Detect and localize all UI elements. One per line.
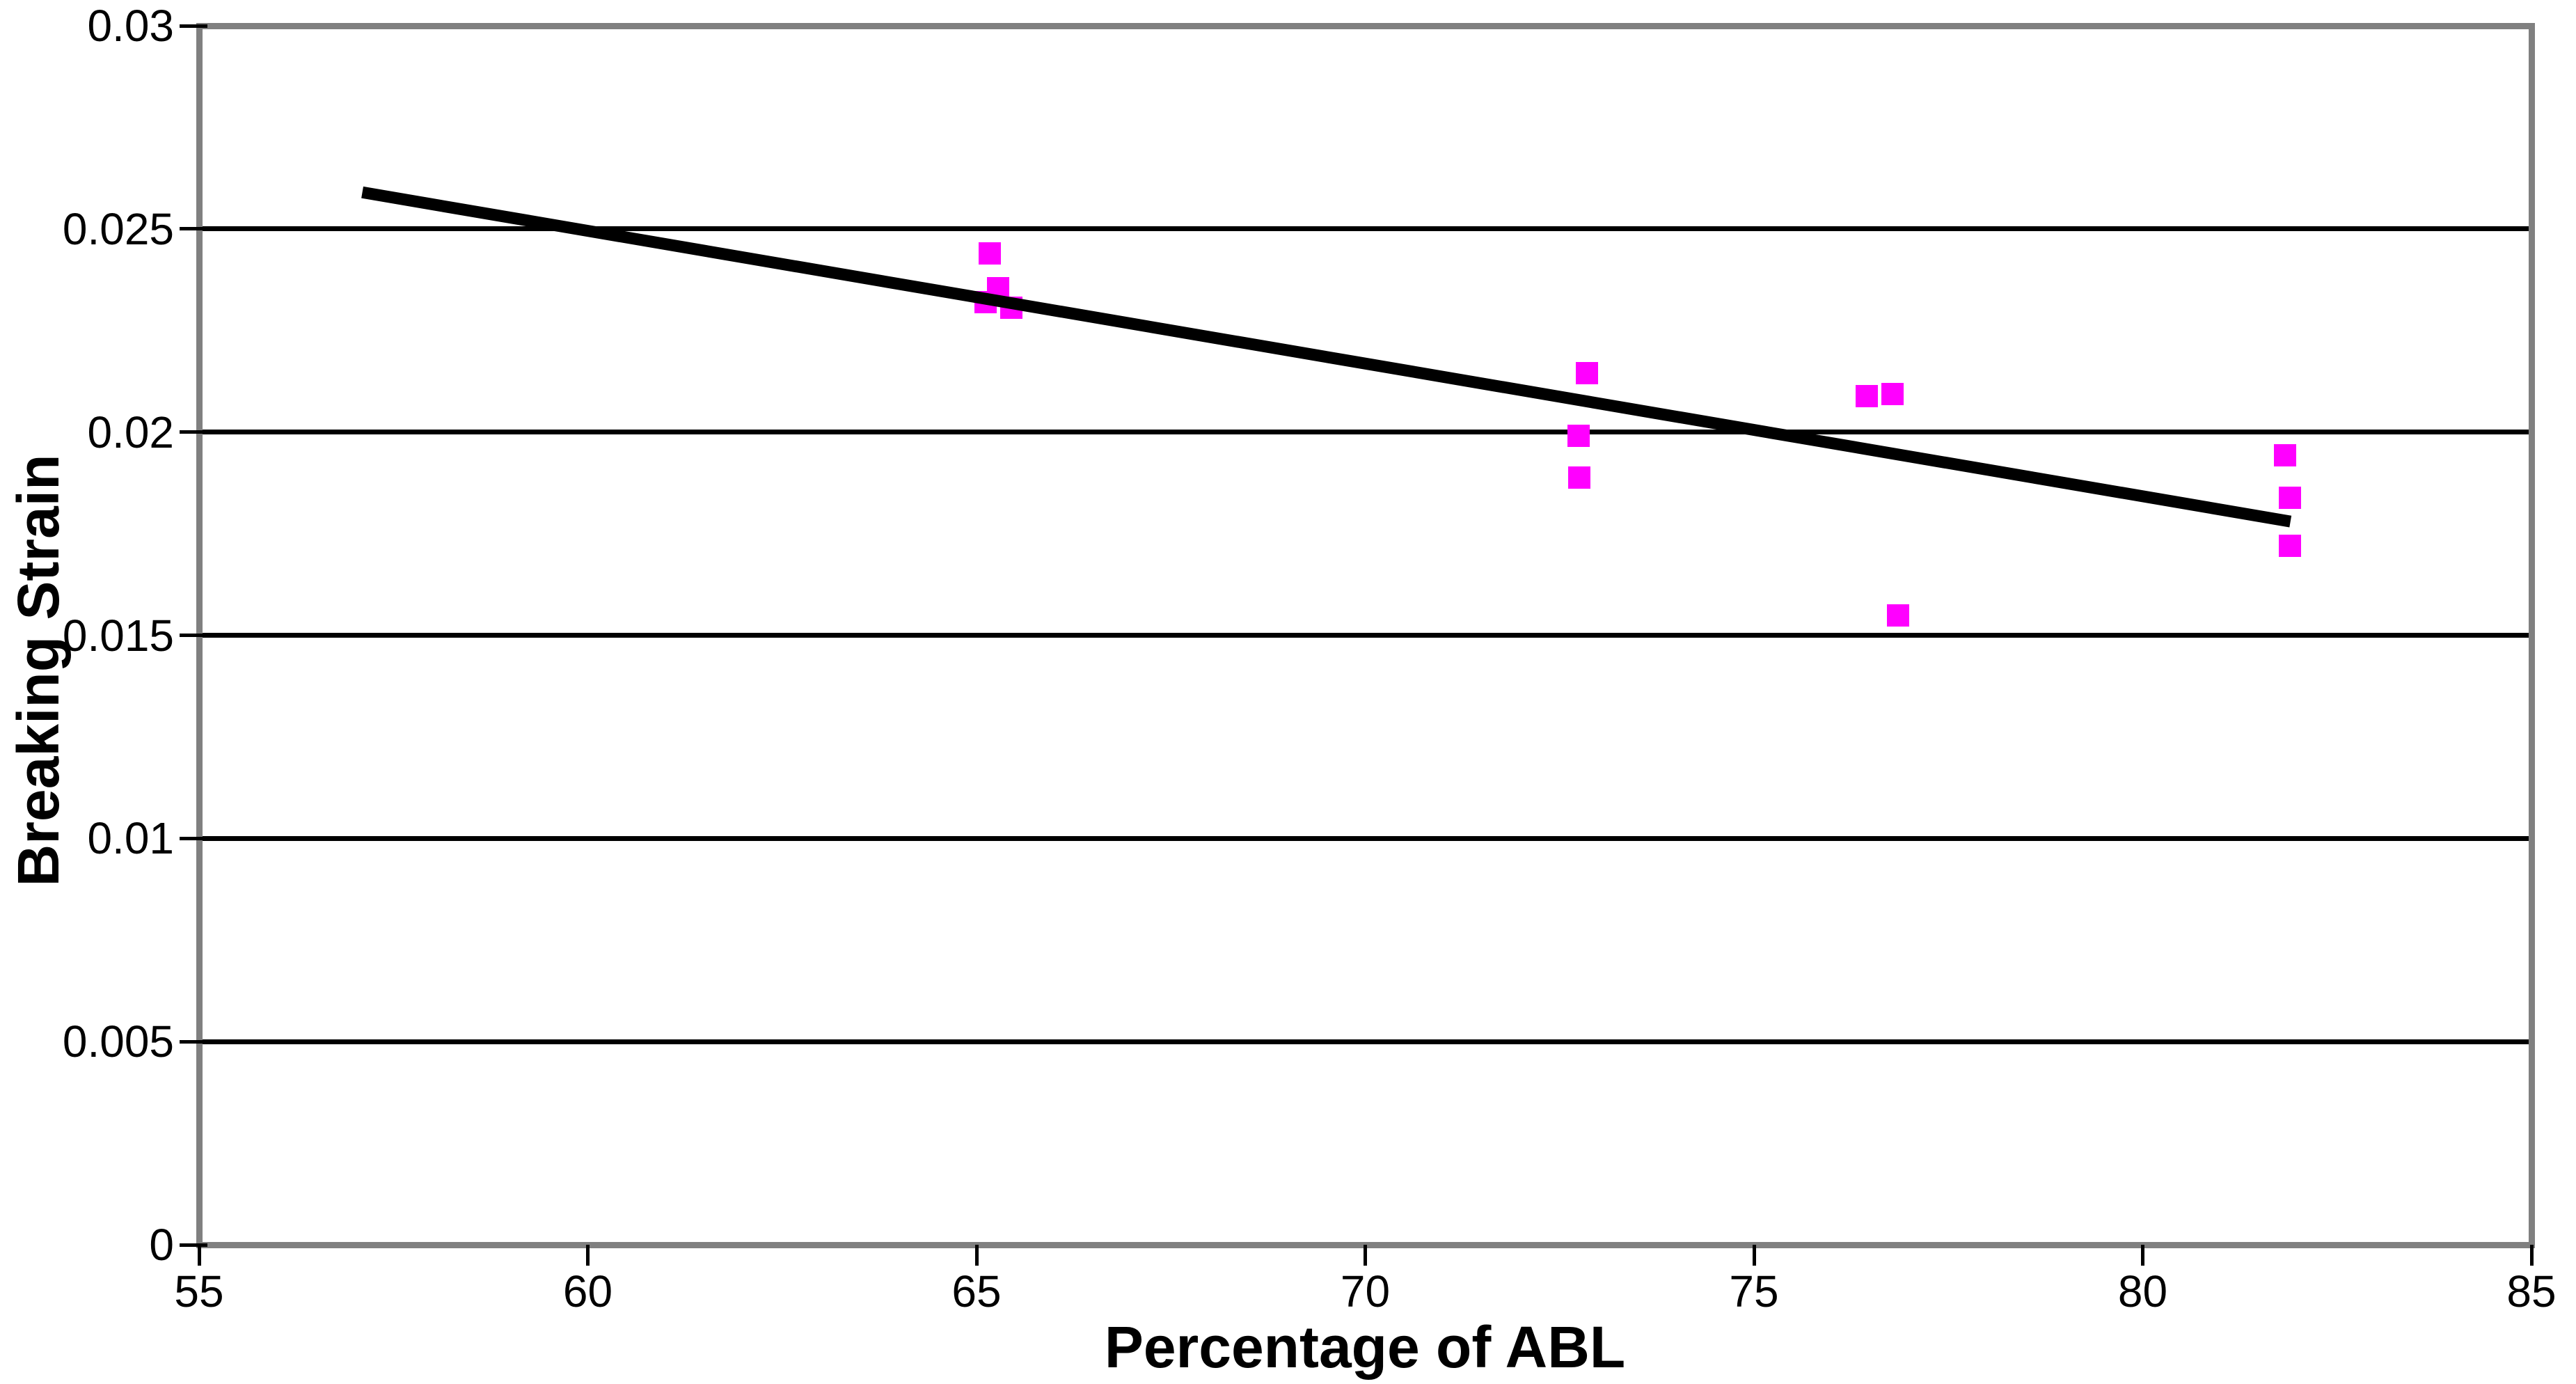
x-axis-tick xyxy=(586,1245,590,1266)
x-axis-tick xyxy=(197,1245,201,1266)
data-point-marker xyxy=(978,242,1001,265)
y-axis-title: Breaking Strain xyxy=(6,454,71,887)
data-point-marker xyxy=(1567,424,1590,447)
y-tick-label: 0.01 xyxy=(87,813,174,864)
y-axis-tick xyxy=(180,430,207,434)
data-point-marker xyxy=(2278,535,2301,558)
data-point-marker xyxy=(974,290,997,313)
x-axis-tick xyxy=(1364,1245,1367,1266)
y-tick-label: 0.005 xyxy=(62,1016,174,1067)
data-point-marker xyxy=(2278,487,2301,510)
gridline xyxy=(199,1039,2531,1044)
y-axis-tick xyxy=(180,634,207,637)
data-point-marker xyxy=(1567,466,1590,489)
plot-border-top xyxy=(196,22,2535,29)
y-axis-tick xyxy=(180,1039,207,1044)
x-tick-label: 75 xyxy=(1729,1266,1779,1316)
trendline xyxy=(361,186,2292,528)
y-tick-label: 0.03 xyxy=(87,1,174,51)
x-axis-title: Percentage of ABL xyxy=(1104,1314,1626,1380)
y-tick-label: 0.025 xyxy=(62,203,174,254)
x-tick-label: 85 xyxy=(2506,1266,2557,1316)
y-axis-tick xyxy=(180,1243,207,1247)
data-point-marker xyxy=(1886,604,1909,627)
data-point-marker xyxy=(1575,362,1598,385)
data-point-marker xyxy=(1000,297,1023,320)
x-axis-tick xyxy=(2529,1245,2534,1266)
y-axis-tick xyxy=(180,836,207,840)
gridline xyxy=(199,633,2531,638)
x-axis-tick xyxy=(1752,1245,1756,1266)
gridline xyxy=(199,835,2531,841)
data-point-marker xyxy=(1855,384,1878,407)
y-axis-tick xyxy=(180,227,207,231)
data-point-marker xyxy=(1881,382,1904,405)
plot-border-right xyxy=(2528,22,2535,1248)
data-point-marker xyxy=(2273,443,2296,466)
x-axis-tick xyxy=(2141,1245,2144,1266)
y-axis-tick xyxy=(180,24,207,28)
y-tick-label: 0.015 xyxy=(62,610,174,661)
gridline xyxy=(199,430,2531,435)
x-tick-label: 65 xyxy=(951,1266,1002,1316)
x-axis-tick xyxy=(974,1245,979,1266)
gridline xyxy=(199,226,2531,232)
y-tick-label: 0.02 xyxy=(87,407,174,457)
x-tick-label: 60 xyxy=(562,1266,613,1316)
x-tick-label: 70 xyxy=(1340,1266,1391,1316)
y-tick-label: 0 xyxy=(149,1220,174,1270)
x-tick-label: 80 xyxy=(2117,1266,2168,1316)
x-tick-label: 55 xyxy=(174,1266,224,1316)
